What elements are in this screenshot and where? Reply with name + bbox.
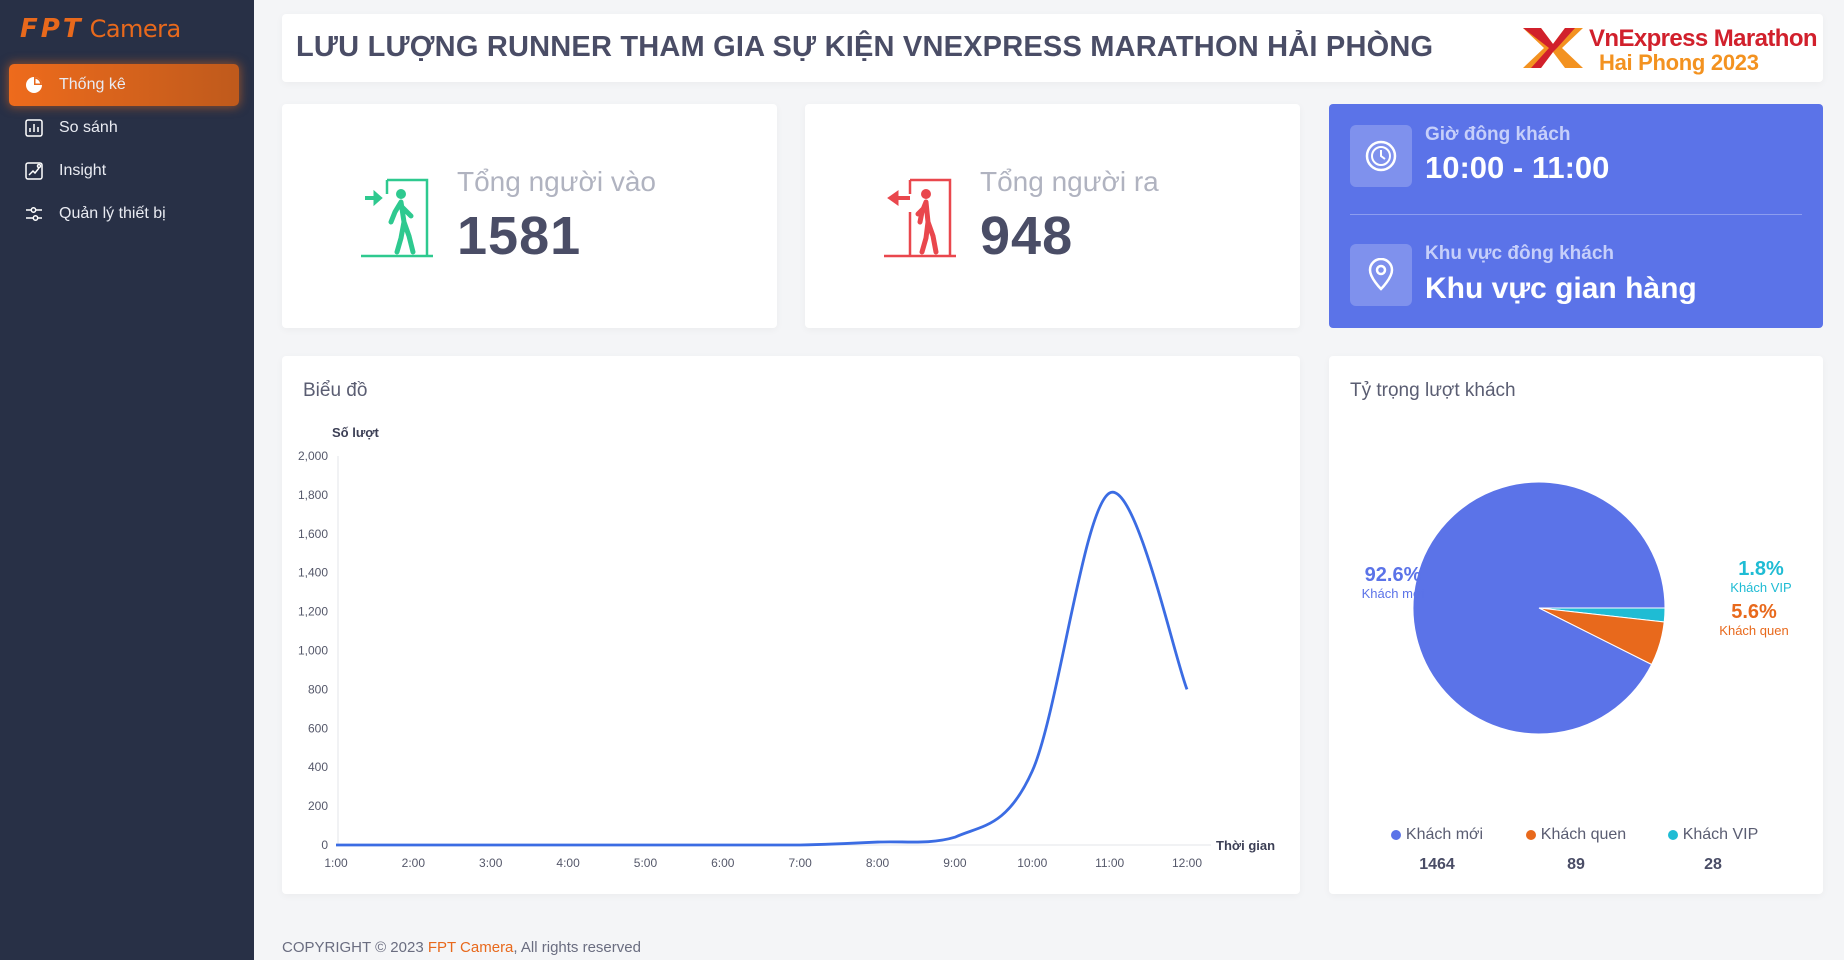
pie-slice-name-label: Khách VIP (1730, 580, 1791, 595)
settings-sliders-icon (23, 203, 45, 225)
fpt-camera-logo[interactable]: FPT Camera (20, 14, 181, 48)
y-tick-label: 0 (321, 838, 328, 852)
x-axis-title: Thời gian (1216, 838, 1275, 853)
pie-percent-label: 1.8% (1738, 558, 1784, 580)
marathon-x-logo-icon (1523, 28, 1583, 68)
y-tick-label: 2,000 (298, 449, 328, 463)
x-tick-label: 7:00 (789, 856, 813, 870)
logo-fpt-text: FPT (20, 14, 84, 44)
vnexpress-marathon-logo: VnExpress Marathon Hai Phong 2023 (1521, 22, 1818, 75)
x-tick-label: 3:00 (479, 856, 503, 870)
line-chart-card: Biểu đồ 0 200 400 600 800 1,000 1,200 1,400 1,60… (282, 356, 1300, 894)
brand-line-1: VnExpress Marathon (1589, 25, 1818, 52)
peak-area-label: Khu vực đông khách (1425, 243, 1614, 264)
sidebar-item-label: Insight (59, 162, 107, 179)
legend-dot (1667, 830, 1678, 840)
pie-slice-0[interactable] (1412, 481, 1666, 735)
total-in-card: Tổng người vào 1581 (282, 104, 777, 328)
total-out-label: Tổng người ra (980, 166, 1159, 197)
y-axis-title: Số lượt (332, 425, 379, 440)
total-in-label: Tổng người vào (457, 166, 656, 197)
footer-brand-link[interactable]: FPT Camera (427, 939, 514, 956)
y-tick-label: 1,800 (298, 488, 328, 502)
line-chart[interactable]: 0 200 400 600 800 1,000 1,200 1,400 1,600 1,800 2,… (282, 356, 1300, 894)
x-tick-label: 6:00 (711, 856, 735, 870)
pie-slice-name-label: Khách quen (1719, 623, 1788, 638)
x-tick-label: 10:00 (1017, 856, 1047, 870)
trend-icon (23, 160, 45, 182)
pie-percent-label: 92.6% (1365, 564, 1422, 586)
y-tick-label: 1,600 (298, 527, 328, 541)
pie-chart-icon (23, 74, 45, 96)
legend-count: 28 (1704, 856, 1722, 873)
line-series-0[interactable] (336, 491, 1189, 847)
pie-slice-name-label: Khách mới (1362, 586, 1425, 601)
legend-item-khach-quen[interactable]: Khách quen 89 (1496, 826, 1656, 874)
divider (1350, 214, 1802, 215)
y-tick-label: 1,400 (298, 566, 328, 580)
sidebar-item-label: So sánh (59, 119, 118, 136)
y-tick-label: 800 (308, 682, 328, 696)
legend-label: Khách VIP (1682, 826, 1759, 843)
person-enter-door-icon (357, 176, 437, 265)
pie-percent-label: 5.6% (1731, 601, 1777, 623)
location-pin-icon (1350, 244, 1412, 306)
sidebar-item-label: Thống kê (59, 76, 126, 93)
legend-count: 1464 (1419, 856, 1455, 873)
x-tick-label: 5:00 (634, 856, 658, 870)
x-tick-label: 4:00 (556, 856, 580, 870)
y-tick-label: 200 (308, 799, 328, 813)
peak-info-card: Giờ đông khách 10:00 - 11:00 Khu vực đôn… (1329, 104, 1823, 328)
legend-item-khach-moi[interactable]: Khách mới 1464 (1357, 826, 1517, 874)
clock-icon (1350, 125, 1412, 187)
footer-prefix: COPYRIGHT © 2023 (282, 939, 428, 956)
peak-area-value: Khu vực gian hàng (1425, 272, 1697, 305)
y-tick-label: 1,200 (298, 605, 328, 619)
sidebar-item-quan-ly-thiet-bi[interactable]: Quản lý thiết bị (9, 193, 239, 235)
legend-dot (1525, 830, 1536, 840)
sidebar-item-thong-ke[interactable]: Thống kê (9, 64, 239, 106)
page-title: LƯU LƯỢNG RUNNER THAM GIA SỰ KIỆN VNEXPR… (296, 31, 1434, 63)
sidebar-item-label: Quản lý thiết bị (59, 205, 166, 222)
brand-line-2: Hai Phong 2023 (1599, 50, 1759, 75)
header-bar: LƯU LƯỢNG RUNNER THAM GIA SỰ KIỆN VNEXPR… (282, 14, 1823, 82)
pie-chart-card: Tỷ trọng lượt khách 92.6% Khách mới 1.8% Kh… (1329, 356, 1823, 894)
total-out-card: Tổng người ra 948 (805, 104, 1300, 328)
logo-camera-text: Camera (89, 15, 182, 43)
legend-item-khach-vip[interactable]: Khách VIP 28 (1633, 826, 1793, 874)
y-tick-label: 1,000 (298, 644, 328, 658)
footer-suffix: , All rights reserved (513, 939, 641, 956)
legend-label: Khách quen (1540, 826, 1627, 843)
sidebar: FPT Camera Thống kê So sánh Insight Quả (0, 0, 254, 960)
y-tick-label: 400 (308, 760, 328, 774)
x-tick-label: 1:00 (324, 856, 348, 870)
peak-time-value: 10:00 - 11:00 (1425, 150, 1610, 185)
legend-dot (1390, 830, 1401, 840)
sidebar-menu: Thống kê So sánh Insight Quản lý thiết b… (9, 64, 239, 236)
line-chart-title: Biểu đồ (303, 380, 368, 401)
x-tick-label: 11:00 (1095, 856, 1124, 870)
y-tick-label: 600 (308, 721, 328, 735)
x-tick-label: 8:00 (866, 856, 890, 870)
person-exit-door-icon (880, 176, 960, 265)
legend-count: 89 (1567, 856, 1585, 873)
total-out-value: 948 (980, 206, 1074, 266)
pie-chart-title: Tỷ trọng lượt khách (1350, 380, 1516, 401)
x-tick-label: 9:00 (943, 856, 967, 870)
footer-copyright: COPYRIGHT © 2023 FPT Camera, All rights … (282, 939, 641, 956)
sidebar-item-insight[interactable]: Insight (9, 150, 239, 192)
bar-chart-icon (23, 117, 45, 139)
sidebar-item-so-sanh[interactable]: So sánh (9, 107, 239, 149)
peak-time-label: Giờ đông khách (1425, 124, 1571, 145)
total-in-value: 1581 (457, 206, 582, 266)
x-tick-label: 2:00 (402, 856, 426, 870)
x-tick-label: 12:00 (1172, 856, 1202, 870)
legend-label: Khách mới (1405, 826, 1484, 843)
